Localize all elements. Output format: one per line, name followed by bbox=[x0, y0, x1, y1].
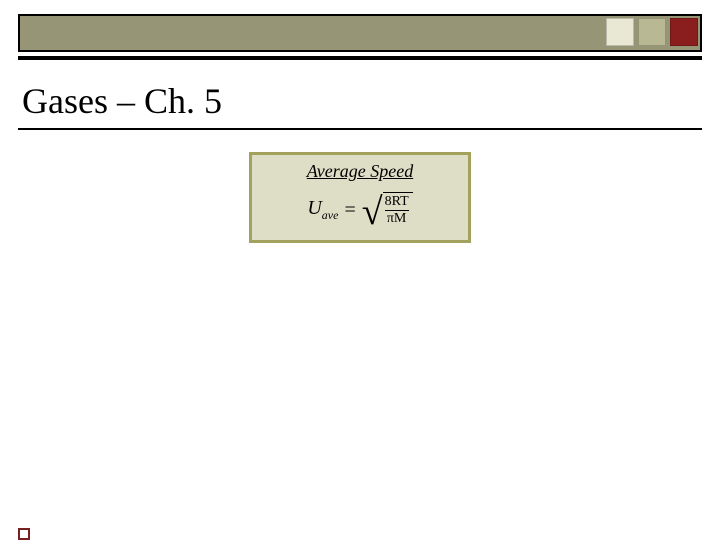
top-bar-bg bbox=[18, 14, 702, 52]
formula-box: Average Speed Uave = √ 8RT πM bbox=[249, 152, 471, 243]
corner-bullet-icon bbox=[18, 528, 30, 540]
radicand: 8RT πM bbox=[383, 192, 413, 228]
fraction-numerator: 8RT bbox=[385, 195, 409, 209]
formula-label: Average Speed bbox=[260, 161, 460, 182]
accent-square-2 bbox=[638, 18, 666, 46]
formula-lhs: Uave bbox=[307, 197, 338, 223]
decorative-top-bar bbox=[18, 14, 702, 52]
fraction-denominator: πM bbox=[387, 212, 407, 226]
accent-square-1 bbox=[606, 18, 634, 46]
formula-sub: ave bbox=[322, 208, 339, 222]
formula: Uave = √ 8RT πM bbox=[260, 192, 460, 228]
top-bar-squares bbox=[606, 18, 698, 46]
title-rule bbox=[18, 128, 702, 130]
radical-sign: √ bbox=[362, 194, 383, 230]
equals-sign: = bbox=[342, 199, 357, 222]
title-area: Gases – Ch. 5 bbox=[18, 80, 702, 130]
top-bar-underline bbox=[18, 56, 702, 60]
formula-var: U bbox=[307, 197, 321, 219]
accent-square-3 bbox=[670, 18, 698, 46]
square-root: √ 8RT πM bbox=[362, 192, 413, 228]
page-title: Gases – Ch. 5 bbox=[18, 80, 702, 122]
